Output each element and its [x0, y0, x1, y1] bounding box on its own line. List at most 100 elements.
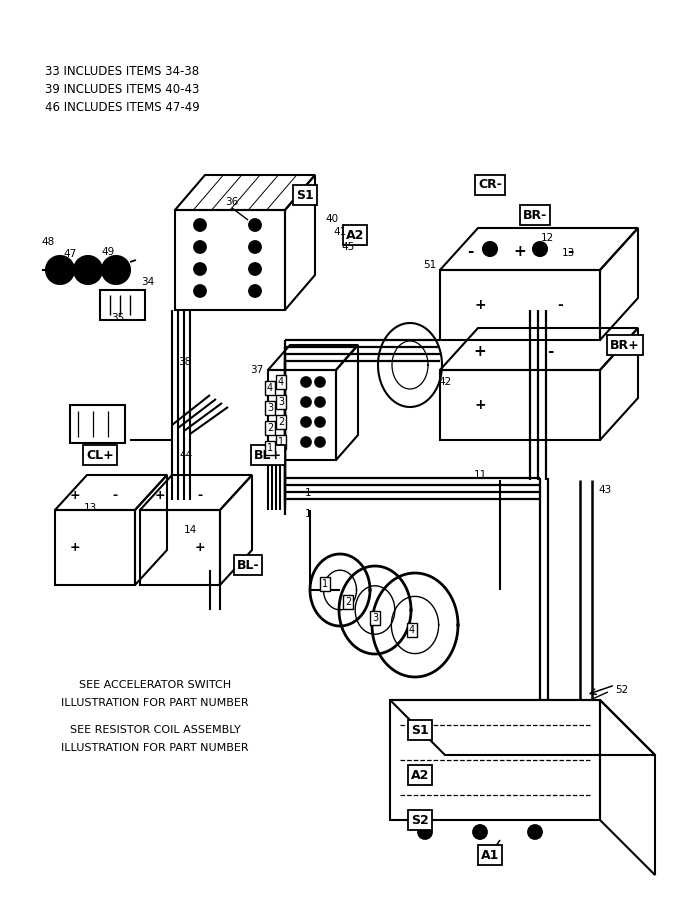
Text: 45: 45	[341, 242, 355, 252]
Text: 13: 13	[83, 503, 97, 513]
Circle shape	[249, 219, 261, 231]
Text: 3: 3	[372, 613, 378, 623]
Text: 36: 36	[225, 197, 239, 207]
Circle shape	[483, 242, 497, 256]
Circle shape	[197, 244, 203, 250]
Circle shape	[418, 825, 432, 839]
Circle shape	[528, 825, 542, 839]
Circle shape	[304, 379, 308, 385]
Text: 51: 51	[423, 260, 437, 270]
Circle shape	[53, 263, 67, 277]
Text: 1: 1	[278, 437, 284, 447]
Circle shape	[85, 267, 91, 273]
Text: 4: 4	[278, 377, 284, 387]
Text: -: -	[197, 489, 203, 501]
Circle shape	[318, 379, 322, 385]
Text: 1: 1	[322, 579, 328, 589]
Text: -: -	[112, 489, 118, 501]
Text: 40: 40	[325, 214, 339, 224]
Text: +: +	[514, 243, 527, 259]
Text: 1: 1	[305, 488, 312, 498]
Circle shape	[304, 420, 308, 424]
Text: BR-: BR-	[523, 208, 547, 222]
Text: ILLUSTRATION FOR PART NUMBER: ILLUSTRATION FOR PART NUMBER	[62, 743, 249, 753]
Circle shape	[315, 397, 325, 407]
Circle shape	[74, 256, 102, 284]
Circle shape	[301, 437, 311, 447]
Circle shape	[473, 825, 487, 839]
Circle shape	[301, 377, 311, 387]
Circle shape	[194, 219, 206, 231]
Text: +: +	[195, 540, 206, 554]
Circle shape	[102, 256, 130, 284]
Circle shape	[57, 267, 63, 273]
Text: +: +	[474, 344, 486, 358]
Text: 3: 3	[267, 403, 273, 413]
Text: 4: 4	[267, 383, 273, 393]
Text: SEE ACCELERATOR SWITCH: SEE ACCELERATOR SWITCH	[79, 680, 231, 690]
Text: CR-: CR-	[478, 178, 502, 192]
Circle shape	[109, 263, 123, 277]
Text: 37: 37	[250, 365, 264, 375]
Text: BL-: BL-	[237, 558, 260, 571]
Circle shape	[252, 244, 258, 250]
Text: +: +	[474, 398, 486, 412]
Circle shape	[197, 222, 203, 228]
Text: 2: 2	[267, 423, 273, 433]
Circle shape	[252, 266, 258, 272]
Text: 33 INCLUDES ITEMS 34-38: 33 INCLUDES ITEMS 34-38	[45, 65, 199, 78]
Text: +: +	[70, 540, 80, 554]
Circle shape	[194, 263, 206, 275]
Text: -: -	[547, 344, 553, 358]
Circle shape	[197, 266, 203, 272]
Circle shape	[46, 256, 74, 284]
Circle shape	[301, 417, 311, 427]
Text: 13: 13	[561, 248, 575, 258]
Text: A1: A1	[481, 849, 499, 862]
Text: BR+: BR+	[610, 338, 640, 351]
Text: CL+: CL+	[86, 449, 114, 462]
Text: 42: 42	[438, 377, 452, 387]
Text: 47: 47	[64, 249, 76, 259]
Text: BL+: BL+	[254, 449, 282, 462]
Circle shape	[485, 244, 495, 254]
Text: 52: 52	[615, 685, 629, 695]
Text: +: +	[474, 298, 486, 312]
Circle shape	[249, 263, 261, 275]
Circle shape	[304, 440, 308, 444]
Text: 39 INCLUDES ITEMS 40-43: 39 INCLUDES ITEMS 40-43	[45, 83, 199, 96]
Circle shape	[315, 437, 325, 447]
Text: 2: 2	[345, 597, 351, 607]
Text: SEE RESISTOR COIL ASSEMBLY: SEE RESISTOR COIL ASSEMBLY	[70, 725, 241, 735]
Text: 41: 41	[333, 227, 347, 237]
Circle shape	[533, 242, 547, 256]
Text: 4: 4	[409, 625, 415, 635]
Text: 11: 11	[473, 470, 487, 480]
Circle shape	[315, 417, 325, 427]
Text: 3: 3	[278, 397, 284, 407]
Text: 1: 1	[305, 509, 312, 519]
Text: 46 INCLUDES ITEMS 47-49: 46 INCLUDES ITEMS 47-49	[45, 101, 199, 114]
Text: -: -	[566, 243, 573, 259]
Text: A2: A2	[411, 768, 429, 782]
Circle shape	[304, 399, 308, 405]
Text: 44: 44	[179, 450, 193, 460]
Text: 12: 12	[540, 233, 554, 243]
Circle shape	[301, 397, 311, 407]
Circle shape	[194, 241, 206, 253]
Circle shape	[194, 285, 206, 297]
Circle shape	[81, 263, 95, 277]
Circle shape	[315, 377, 325, 387]
Circle shape	[252, 222, 258, 228]
Text: 43: 43	[598, 485, 612, 495]
Text: 48: 48	[41, 237, 55, 247]
Circle shape	[318, 399, 322, 405]
Text: 14: 14	[183, 525, 197, 535]
Text: S1: S1	[411, 723, 429, 737]
Circle shape	[318, 420, 322, 424]
Circle shape	[249, 241, 261, 253]
Text: -: -	[467, 243, 473, 259]
Circle shape	[318, 440, 322, 444]
Circle shape	[113, 267, 119, 273]
Text: 1: 1	[267, 443, 273, 453]
